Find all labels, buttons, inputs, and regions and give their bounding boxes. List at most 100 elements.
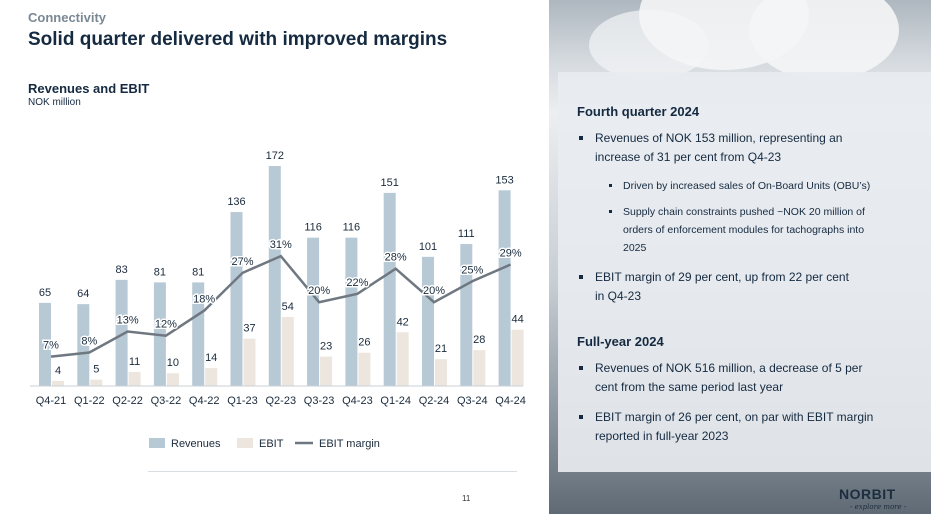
cloud-shape: [589, 10, 709, 80]
margin-label-q1-23: 27%: [231, 256, 253, 268]
ebit-bar-q1-24: [396, 332, 409, 386]
revenue-label-q2-23: 172: [266, 150, 284, 162]
revenue-bar-q2-24: [422, 256, 434, 386]
ebit-label-q2-23: 54: [282, 301, 294, 313]
revenue-ebit-chart: 65 4 Q4-21 64 5 Q1-22 83 11 Q2-22 81 10 Q3-22 81 14 Q4…: [30, 150, 526, 450]
ebit-label-q2-22: 11: [129, 356, 140, 368]
page-title: Solid quarter delivered with improved ma…: [28, 29, 448, 50]
margin-label-q4-23: 22%: [346, 277, 368, 289]
x-tick-q1-23: Q1-23: [227, 395, 258, 407]
revenue-label-q3-22: 81: [154, 266, 166, 278]
q4-supply-line-3: 2025: [623, 242, 647, 254]
right-panel-background: Fourth quarter 2024 Revenues of NOK 153 …: [549, 0, 931, 514]
revenue-label-q2-24: 101: [419, 241, 437, 253]
page-number: 11: [462, 494, 471, 503]
ebit-label-q4-22: 14: [205, 352, 217, 364]
chart-title: Revenues and EBIT: [28, 81, 150, 96]
x-tick-q2-23: Q2-23: [266, 395, 297, 407]
margin-label-q1-22: 8%: [81, 335, 97, 347]
bullet-marker: [579, 415, 583, 419]
ebit-label-q1-24: 42: [397, 316, 409, 328]
revenue-label-q1-23: 136: [227, 196, 245, 208]
revenue-label-q1-22: 64: [77, 288, 89, 300]
margin-label-q3-22: 12%: [155, 319, 177, 331]
revenue-bar-q3-23: [307, 237, 320, 386]
x-tick-q3-22: Q3-22: [151, 395, 182, 407]
ebit-label-q4-23: 26: [358, 337, 370, 349]
bullet-marker: [609, 184, 612, 187]
legend-ebit-swatch: [237, 438, 253, 448]
revenue-bar-q2-23: [268, 166, 281, 386]
ebit-label-q4-21: 4: [55, 365, 61, 377]
ebit-bar-q4-21: [52, 380, 64, 386]
revenue-bar-q4-22: [192, 282, 205, 386]
revenue-label-q3-23: 116: [304, 222, 322, 234]
revenue-bar-q2-22: [115, 279, 128, 386]
revenue-bar-q4-21: [39, 302, 51, 386]
footer-divider: [148, 471, 517, 472]
x-tick-q4-21: Q4-21: [36, 395, 67, 407]
section-label: Connectivity: [28, 10, 107, 25]
bullet-marker: [579, 275, 583, 279]
ebit-bar-q3-22: [166, 373, 179, 386]
q4-obu-driver: Driven by increased sales of On-Board Un…: [623, 180, 871, 192]
fy-margin-line-1: EBIT margin of 26 per cent, on par with …: [595, 410, 874, 424]
bullet-marker: [579, 136, 583, 140]
ebit-label-q3-22: 10: [167, 357, 179, 369]
summary-panel: Fourth quarter 2024 Revenues of NOK 153 …: [558, 72, 931, 472]
left-content: Connectivity Solid quarter delivered wit…: [28, 10, 526, 503]
cloud-shape: [749, 0, 899, 80]
ebit-label-q1-22: 5: [93, 364, 99, 376]
bullet-marker: [579, 366, 583, 370]
ebit-bar-q1-23: [243, 338, 256, 386]
margin-label-q2-23: 31%: [270, 239, 292, 251]
ebit-bar-q3-23: [320, 356, 333, 386]
ebit-label-q4-24: 44: [511, 314, 523, 326]
x-tick-q3-23: Q3-23: [304, 395, 335, 407]
ebit-label-q2-24: 21: [435, 343, 447, 355]
margin-label-q4-22: 18%: [193, 294, 215, 306]
x-tick-q4-23: Q4-23: [342, 395, 373, 407]
ebit-bar-q3-24: [473, 350, 486, 386]
revenue-label-q4-22: 81: [192, 266, 204, 278]
q4-revenue-line-1: Revenues of NOK 153 million, representin…: [595, 131, 843, 145]
q4-supply-line-1: Supply chain constraints pushed ~NOK 20 …: [623, 206, 865, 218]
legend-margin-label: EBIT margin: [319, 438, 380, 450]
q4-supply-line-2: orders of enforcement modules for tachog…: [623, 224, 865, 236]
fy-margin-line-2: reported in full-year 2023: [595, 429, 729, 443]
q4-margin-line-1: EBIT margin of 29 per cent, up from 22 p…: [595, 270, 849, 284]
x-tick-q1-22: Q1-22: [74, 395, 105, 407]
revenue-bar-q4-24: [498, 190, 511, 386]
fy-revenue-line-2: cent from the same period last year: [595, 380, 784, 394]
ebit-bar-q2-24: [435, 359, 447, 386]
margin-label-q3-24: 25%: [461, 264, 483, 276]
norbit-logo: NORBIT: [839, 486, 896, 502]
revenue-bar-q4-23: [345, 237, 358, 386]
ebit-bar-q2-22: [128, 371, 141, 386]
revenue-bar-q1-24: [383, 192, 396, 386]
margin-label-q1-24: 28%: [385, 252, 407, 264]
fy-heading: Full-year 2024: [577, 334, 664, 349]
revenue-label-q1-24: 151: [381, 177, 399, 189]
revenue-label-q4-24: 153: [495, 174, 513, 186]
ebit-bar-q4-23: [358, 352, 371, 386]
ebit-bar-q4-22: [205, 368, 218, 386]
ebit-bar-q2-23: [281, 316, 294, 386]
legend-revenues-swatch: [149, 438, 165, 448]
margin-label-q4-24: 29%: [500, 248, 522, 260]
ebit-label-q1-23: 37: [243, 323, 255, 335]
q4-margin-line-2: in Q4-23: [595, 289, 642, 303]
x-tick-q1-24: Q1-24: [380, 395, 411, 407]
q4-heading: Fourth quarter 2024: [577, 104, 700, 119]
revenue-label-q4-23: 116: [343, 222, 361, 234]
revenue-bar-q3-24: [460, 244, 473, 386]
revenue-bar-q1-22: [77, 304, 90, 386]
ebit-bar-q4-24: [511, 329, 524, 386]
legend-revenues-label: Revenues: [171, 438, 221, 450]
margin-label-q2-22: 13%: [117, 315, 139, 327]
ebit-label-q3-23: 23: [320, 341, 332, 353]
revenue-bar-q1-23: [230, 212, 243, 386]
x-tick-q4-22: Q4-22: [189, 395, 220, 407]
legend-ebit-label: EBIT: [259, 438, 284, 450]
x-tick-q3-24: Q3-24: [457, 395, 488, 407]
